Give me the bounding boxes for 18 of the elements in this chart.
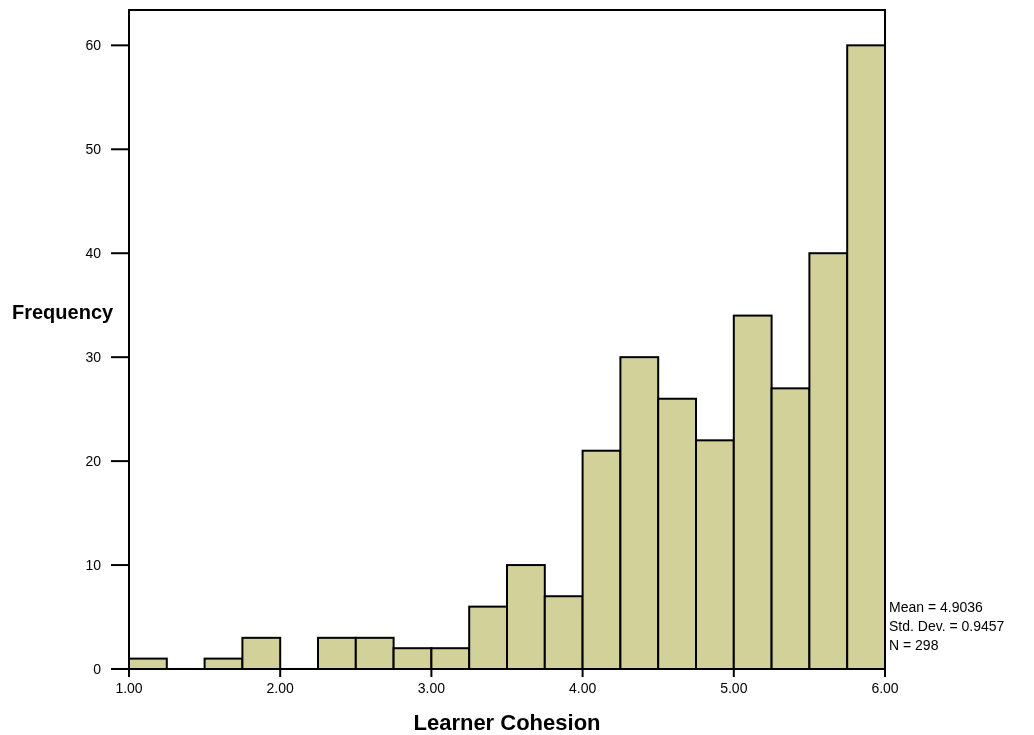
y-tick-label: 0	[93, 660, 102, 677]
x-tick-label: 2.00	[266, 680, 295, 696]
text: Mean = 4.9036	[889, 599, 984, 615]
y-axis-title: Frequency	[12, 301, 115, 323]
x-tick-label: 1.00	[115, 680, 143, 696]
text: Std. Dev. = 0.9457	[889, 618, 1005, 634]
x-tick-label: 4.00	[568, 680, 597, 696]
text: N = 298	[889, 637, 939, 653]
x-tick-label: 5.00	[720, 680, 748, 696]
y-tick-label: 10	[85, 556, 102, 573]
x-axis-title: Learner Cohesion	[413, 710, 601, 735]
x-tick-label: 6.00	[871, 680, 899, 696]
y-tick-label: 20	[85, 453, 102, 470]
y-tick-label: 30	[85, 349, 102, 366]
y-tick-label: 50	[85, 141, 102, 158]
y-tick-label: 40	[85, 245, 102, 262]
y-tick-label: 60	[85, 37, 102, 54]
x-tick-label: 3.00	[417, 680, 446, 696]
